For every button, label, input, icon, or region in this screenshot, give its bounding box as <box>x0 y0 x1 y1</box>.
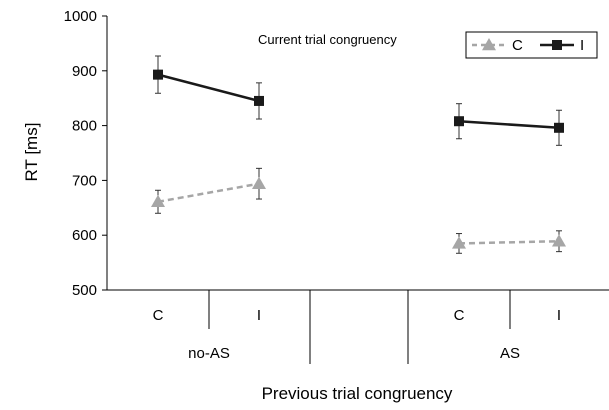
data-point-marker <box>151 194 165 208</box>
y-tick-label: 500 <box>72 282 97 299</box>
series-line <box>157 182 260 204</box>
data-point-marker <box>452 236 466 249</box>
data-point-marker <box>153 69 163 80</box>
plot-frame <box>106 16 609 291</box>
series-C <box>151 167 566 254</box>
x-tick-label: C <box>454 307 465 324</box>
x-axis-label: Previous trial congruency <box>262 384 453 403</box>
x-group-label: AS <box>500 345 520 362</box>
y-ticks: 500 600 700 800 900 1000 <box>64 8 107 299</box>
series-layer <box>151 55 566 254</box>
data-point-marker <box>254 95 264 106</box>
legend-marker <box>482 38 496 51</box>
x-axis-table: C I C Ino-AS AS <box>153 290 561 364</box>
y-tick-label: 700 <box>72 172 97 189</box>
x-group-label: no-AS <box>188 345 230 362</box>
y-axis-label: RT [ms] <box>22 123 41 182</box>
data-point-marker <box>552 234 566 247</box>
series-I <box>153 55 564 146</box>
y-tick-label: 900 <box>72 63 97 80</box>
legend-marker <box>552 40 562 50</box>
data-point-marker <box>554 122 564 133</box>
series-line <box>458 119 560 130</box>
x-tick-label: C <box>153 307 164 324</box>
series-line <box>157 73 260 103</box>
legend-label: I <box>580 37 584 54</box>
series-line <box>458 239 560 245</box>
y-tick-label: 800 <box>72 118 97 135</box>
data-point-marker <box>454 116 464 127</box>
legend-label: C <box>512 37 523 54</box>
x-tick-label: I <box>257 307 261 324</box>
y-tick-label: 1000 <box>64 8 97 25</box>
x-tick-label: I <box>557 307 561 324</box>
y-tick-label: 600 <box>72 227 97 244</box>
legend-title: Current trial congruency <box>258 32 397 47</box>
data-point-marker <box>252 176 266 189</box>
